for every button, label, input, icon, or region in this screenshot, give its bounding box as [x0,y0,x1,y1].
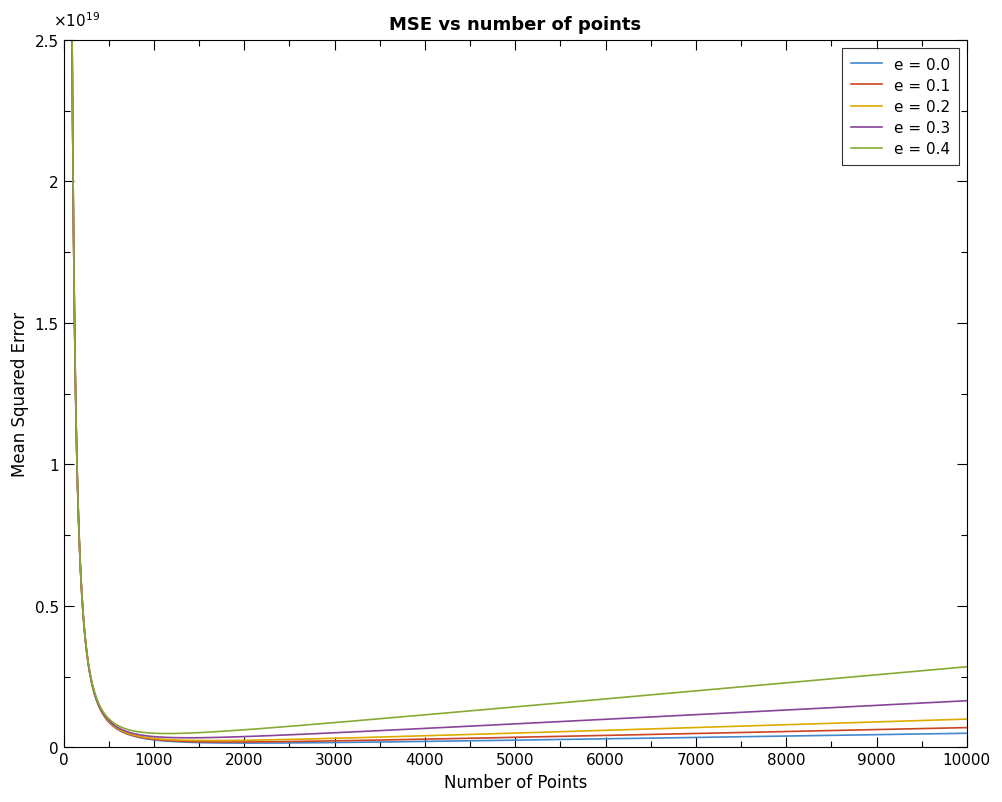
e = 0.0 [913,729,925,739]
e = 0.1 [95,707,107,716]
e = 0.1 [112,724,124,734]
e = 0.3 [95,705,107,715]
Line: e = 0.2: e = 0.2 [64,0,967,740]
Line: e = 0.1: e = 0.1 [64,0,967,742]
e = 0.2 [95,706,107,715]
e = 0.4 [499,703,511,713]
e = 0.1 [913,724,925,734]
e = 0.3 [913,699,925,708]
e = 0.3 [961,696,973,706]
X-axis label: Number of Points: Number of Points [444,773,587,791]
e = 0.0 [234,739,246,748]
Legend: e = 0.0, e = 0.1, e = 0.2, e = 0.3, e = 0.4: e = 0.0, e = 0.1, e = 0.2, e = 0.3, e = … [842,48,959,166]
e = 0.4 [961,662,973,672]
e = 0.1 [234,737,246,747]
e = 0.2 [205,735,217,745]
e = 0.3 [182,733,194,743]
Y-axis label: Mean Squared Error: Mean Squared Error [11,312,29,476]
e = 0.4 [234,725,246,735]
e = 0.0 [499,735,511,745]
e = 0.3 [499,719,511,729]
Text: $\times10^{19}$: $\times10^{19}$ [52,11,99,30]
e = 0.0 [95,707,107,716]
e = 0.4 [913,666,925,676]
Line: e = 0.3: e = 0.3 [64,0,967,738]
e = 0.1 [223,737,235,747]
e = 0.0 [243,739,256,748]
e = 0.4 [112,721,124,731]
e = 0.2 [913,716,925,726]
e = 0.1 [961,723,973,732]
e = 0.4 [95,704,107,714]
Line: e = 0.4: e = 0.4 [64,0,967,734]
e = 0.2 [499,729,511,739]
e = 0.2 [961,715,973,724]
Title: MSE vs number of points: MSE vs number of points [389,16,641,34]
e = 0.4 [161,729,173,739]
e = 0.2 [234,735,246,745]
e = 0.3 [112,723,124,732]
e = 0.3 [234,732,246,742]
e = 0.1 [499,733,511,743]
Line: e = 0.0: e = 0.0 [64,0,967,743]
e = 0.0 [961,728,973,738]
e = 0.0 [112,725,124,735]
e = 0.2 [112,724,124,734]
